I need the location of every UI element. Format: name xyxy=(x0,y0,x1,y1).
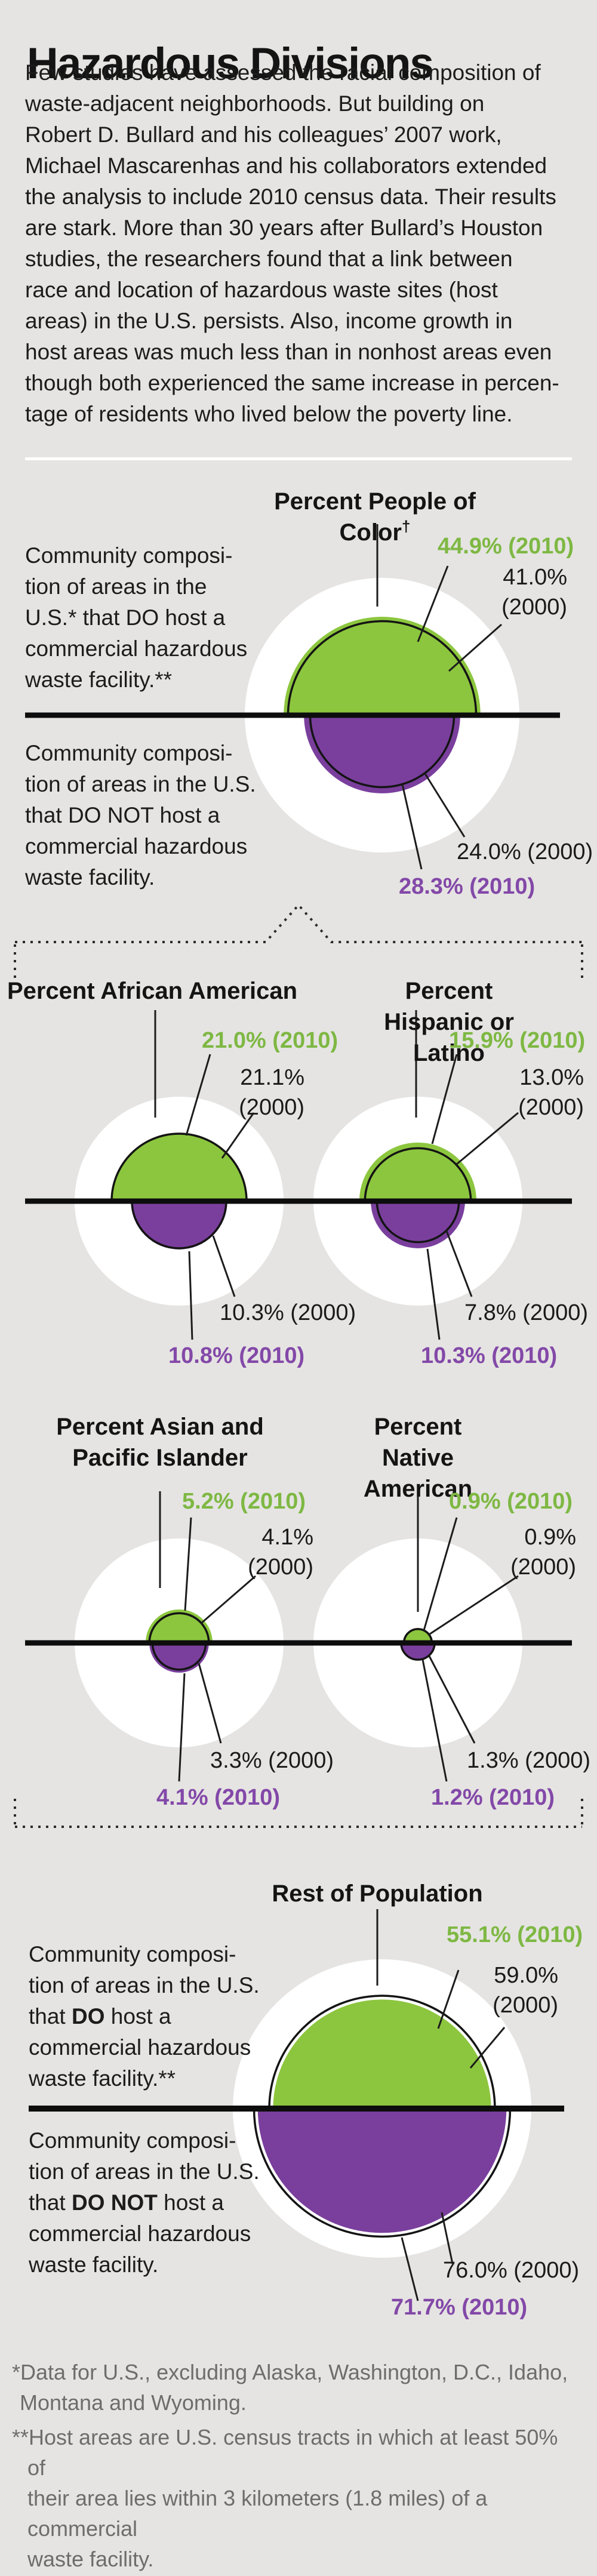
chart-title-people-of-color: Percent People of Color† xyxy=(274,488,476,546)
value-label-host-2000-people_of_color: 41.0% (2000) xyxy=(501,565,567,620)
value-label-nonhost-2010-african_american: 10.8% (2010) xyxy=(168,1343,305,1368)
footnotes: *Data for U.S., excluding Alaska, Washin… xyxy=(12,2357,576,2576)
chart-title-asian-pacific-islander: Percent Asian and Pacific Islander xyxy=(56,1414,264,1471)
value-label-host-2010-asian_pacific_islander: 5.2% (2010) xyxy=(182,1489,306,1514)
side-label-line: waste facility. xyxy=(29,2252,159,2277)
value-label-host-2000-hispanic_or_latino: 13.0% (2000) xyxy=(518,1065,584,1120)
value-label-nonhost-2010-asian_pacific_islander: 4.1% (2010) xyxy=(156,1785,281,1810)
side-label-line: Community composi- xyxy=(25,741,233,765)
value-label-host-2010-hispanic_or_latino: 15.9% (2010) xyxy=(449,1028,586,1053)
side-label-line: commercial hazardous xyxy=(29,2035,251,2060)
chart-title-rest-of-population: Rest of Population xyxy=(272,1881,483,1907)
side-label-line: that DO NOT host a xyxy=(25,803,220,827)
page-title: Hazardous Divisions xyxy=(27,39,434,88)
value-label-nonhost-2010-native_american: 1.2% (2010) xyxy=(431,1785,555,1810)
value-label-nonhost-2010-hispanic_or_latino: 10.3% (2010) xyxy=(421,1343,558,1368)
value-label-host-2000-rest_of_population: 59.0% (2000) xyxy=(493,1963,558,2018)
value-label-nonhost-2010-rest_of_population: 71.7% (2010) xyxy=(391,2295,528,2320)
intro-paragraph: Few studies have assessed the racial com… xyxy=(25,60,559,426)
side-label-line: tion of areas in the xyxy=(25,574,207,599)
value-label-nonhost-2000-native_american: 1.3% (2000) xyxy=(467,1748,591,1773)
nonhost-areas-label-top-chart: Community composi-tion of areas in the U… xyxy=(25,738,336,893)
side-label-line: waste facility. xyxy=(25,865,155,890)
side-label-line: waste facility.** xyxy=(25,667,173,692)
value-label-host-2010-native_american: 0.9% (2010) xyxy=(449,1489,573,1514)
value-label-host-2010-rest_of_population: 55.1% (2010) xyxy=(447,1922,583,1947)
value-label-nonhost-2000-people_of_color: 24.0% (2000) xyxy=(457,839,593,864)
side-label-line: commercial hazardous xyxy=(25,834,248,858)
side-label-line: U.S.* that DO host a xyxy=(25,605,226,630)
value-label-host-2000-asian_pacific_islander: 4.1% (2000) xyxy=(248,1525,313,1580)
nonhost-areas-label-bottom-chart: Community composi-tion of areas in the U… xyxy=(29,2125,339,2280)
dagger-footnote-marker: † xyxy=(401,517,411,535)
value-label-host-2010-people_of_color: 44.9% (2010) xyxy=(438,534,574,559)
value-label-nonhost-2000-hispanic_or_latino: 7.8% (2000) xyxy=(464,1300,589,1325)
side-label-line: Community composi- xyxy=(29,1942,236,1966)
value-label-nonhost-2000-african_american: 10.3% (2000) xyxy=(220,1300,356,1325)
side-label-line: tion of areas in the U.S. xyxy=(25,772,256,796)
side-label-line: that DO NOT host a xyxy=(29,2190,224,2215)
value-label-host-2000-native_american: 0.9% (2000) xyxy=(510,1525,576,1580)
value-label-host-2010-african_american: 21.0% (2010) xyxy=(202,1028,338,1053)
footnote-data-coverage: *Data for U.S., excluding Alaska, Washin… xyxy=(12,2360,568,2415)
chart-title-native-american: Percent Native American xyxy=(363,1414,473,1502)
value-label-nonhost-2000-asian_pacific_islander: 3.3% (2000) xyxy=(210,1748,334,1773)
value-label-nonhost-2010-people_of_color: 28.3% (2010) xyxy=(399,874,536,899)
side-label-line: commercial hazardous xyxy=(25,636,248,661)
side-label-line: Community composi- xyxy=(29,2128,236,2153)
section-divider-rule xyxy=(25,457,572,460)
side-label-line: waste facility.** xyxy=(29,2066,176,2091)
side-label-line: that DO host a xyxy=(29,2004,171,2029)
host-areas-label-bottom-chart: Community composi-tion of areas in the U… xyxy=(29,1939,339,2094)
value-label-host-2000-african_american: 21.1% (2000) xyxy=(239,1065,304,1120)
chart-title-african-american: Percent African American xyxy=(7,978,298,1004)
footnote-host-area-definition: **Host areas are U.S. census tracts in w… xyxy=(12,2425,558,2571)
side-label-line: tion of areas in the U.S. xyxy=(29,1973,260,1998)
side-label-line: tion of areas in the U.S. xyxy=(29,2159,260,2184)
host-areas-label-top-chart: Community composi-tion of areas in the U.… xyxy=(25,540,336,695)
chart-title-hispanic-or-latino: Percent Hispanic or Latino xyxy=(384,978,514,1066)
side-label-line: commercial hazardous xyxy=(29,2221,251,2246)
side-label-line: Community composi- xyxy=(25,543,233,568)
value-label-nonhost-2000-rest_of_population: 76.0% (2000) xyxy=(443,2258,580,2283)
